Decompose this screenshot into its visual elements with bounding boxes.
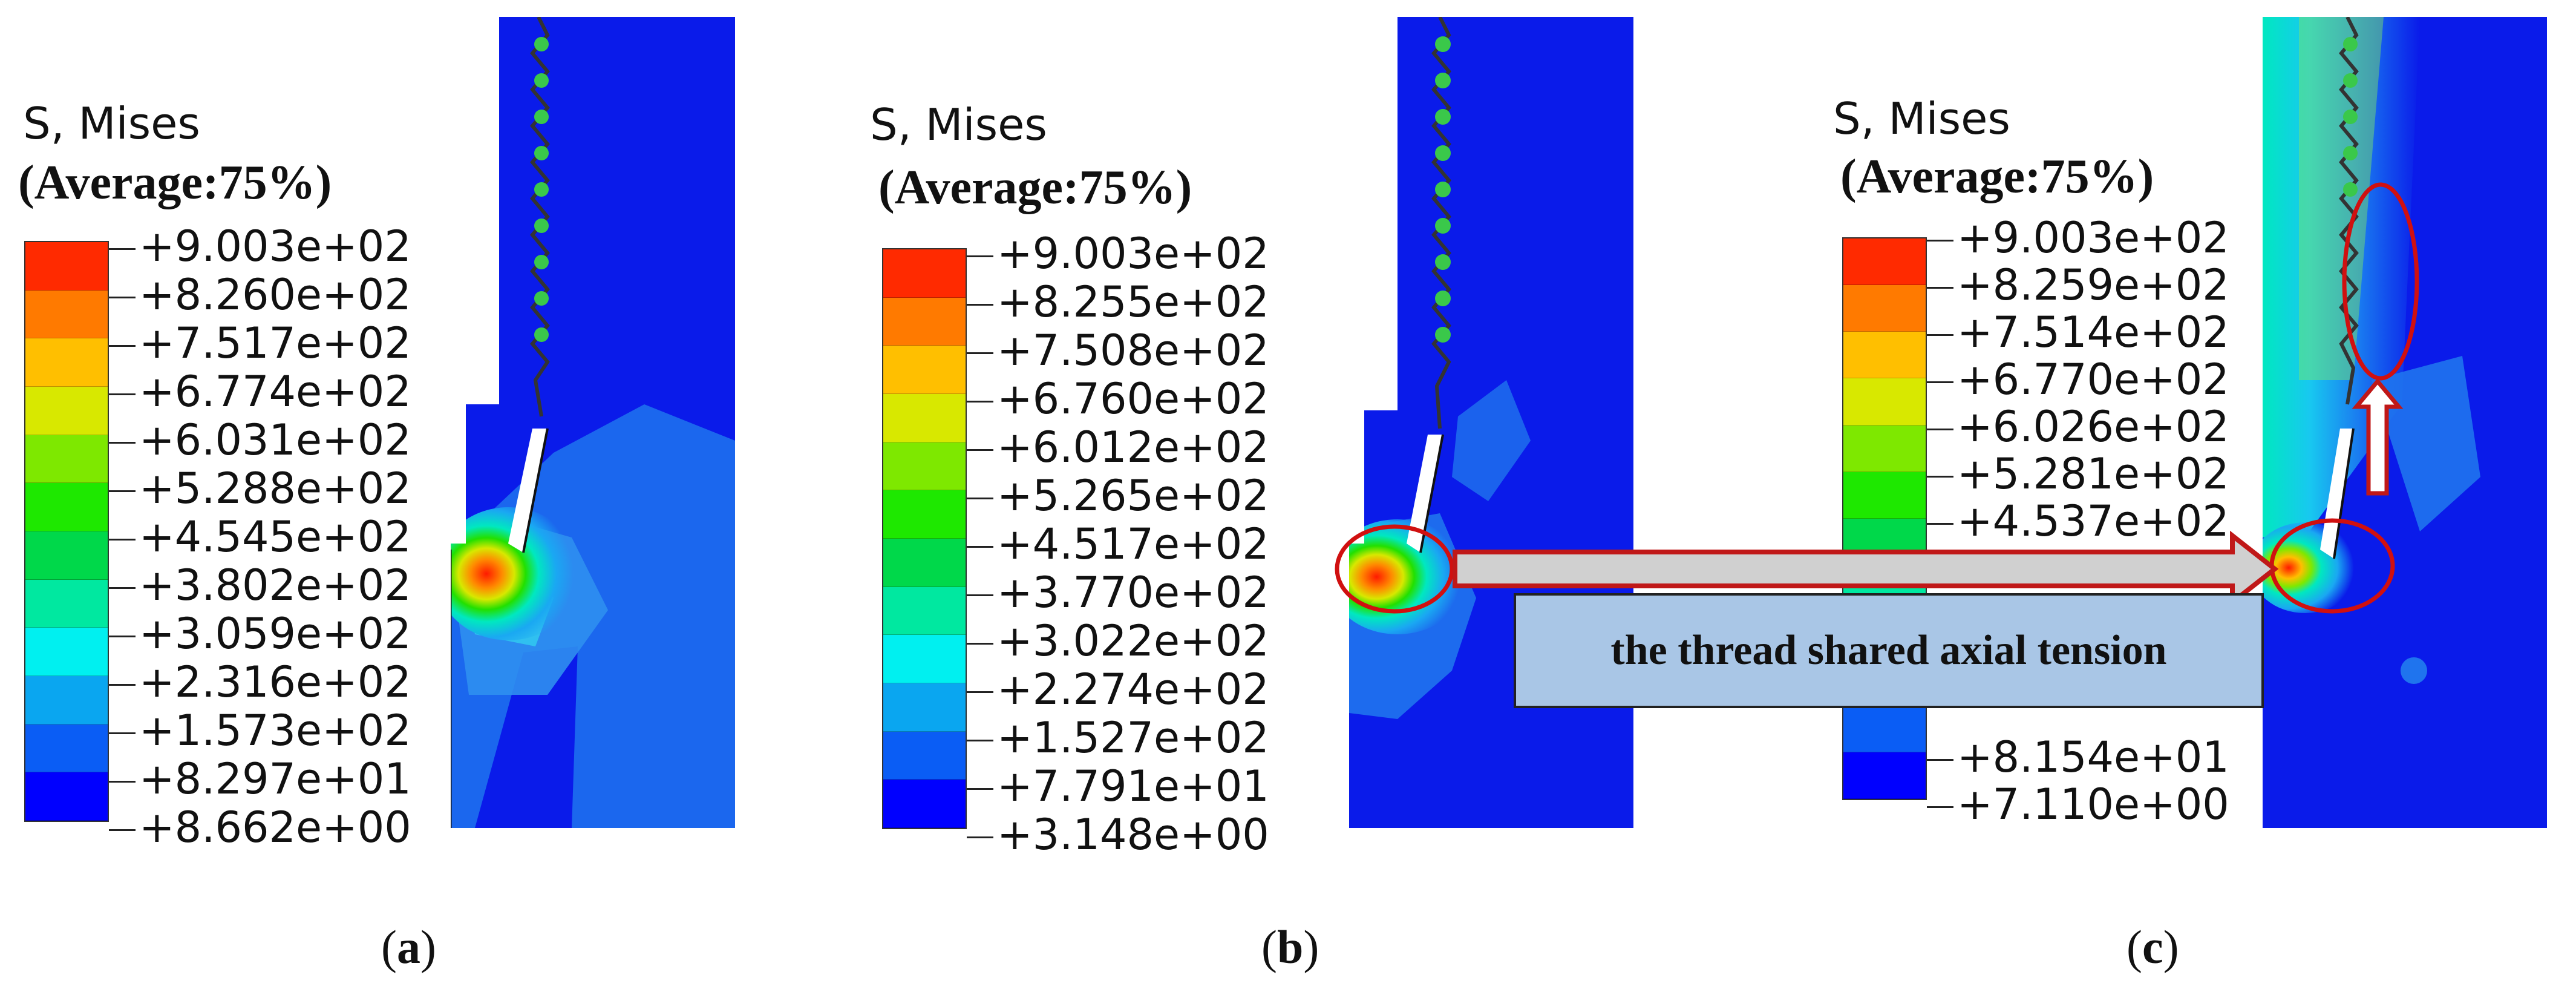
color-scale-segment xyxy=(1843,332,1926,379)
color-scale-segment xyxy=(25,531,108,580)
legend-title: S, Mises xyxy=(23,98,200,149)
legend-tick: +8.662e+00 xyxy=(109,806,411,849)
legend-tick: +3.770e+02 xyxy=(967,571,1269,614)
legend-tick: +3.802e+02 xyxy=(109,564,411,606)
panel-caption: (c) xyxy=(2127,921,2179,973)
legend-tick: +9.003e+02 xyxy=(967,232,1269,275)
color-scale-segment xyxy=(883,490,966,539)
color-scale-segment xyxy=(1843,238,1926,286)
legend-tick: +7.508e+02 xyxy=(967,329,1269,372)
legend-tick: +7.514e+02 xyxy=(1927,311,2229,353)
panel-c: S, Mises (Average:75%) +9.003e+02 +8.259… xyxy=(1694,0,2576,989)
color-scale-segment xyxy=(25,483,108,531)
color-scale-segment xyxy=(25,772,108,821)
legend-tick: +8.154e+01 xyxy=(1927,736,2229,778)
up-arrow xyxy=(2352,378,2404,496)
color-scale-segment xyxy=(25,290,108,339)
color-scale-segment xyxy=(883,780,966,828)
legend-tick: +7.517e+02 xyxy=(109,322,411,364)
color-scale-segment xyxy=(25,628,108,676)
legend-subtitle: (Average:75%) xyxy=(878,161,1192,214)
color-scale-segment xyxy=(25,579,108,628)
legend-tick: +8.260e+02 xyxy=(109,274,411,316)
color-scale-segment xyxy=(1843,425,1926,472)
color-scale-segment xyxy=(883,393,966,442)
panel-a: S, Mises (Average:75%) +9.003e+02 +8.260… xyxy=(0,0,835,989)
legend-tick: +2.274e+02 xyxy=(967,668,1269,711)
legend-tick: +1.527e+02 xyxy=(967,717,1269,759)
color-scale-segment xyxy=(25,242,108,291)
color-scale-segment xyxy=(25,675,108,724)
color-scale-segment xyxy=(883,731,966,780)
legend-tick: +6.774e+02 xyxy=(109,370,411,413)
legend-title: S, Mises xyxy=(870,99,1047,150)
legend-tick: +1.573e+02 xyxy=(109,709,411,752)
panel-caption: (a) xyxy=(381,921,436,973)
legend-tick: +6.012e+02 xyxy=(967,426,1269,468)
color-scale-segment xyxy=(883,635,966,683)
legend-tick: +5.288e+02 xyxy=(109,467,411,510)
legend-tick: +2.316e+02 xyxy=(109,661,411,703)
legend-title: S, Mises xyxy=(1833,93,2010,144)
color-scale-segment xyxy=(883,346,966,394)
color-scale-segment xyxy=(25,386,108,435)
color-scale-segment xyxy=(883,683,966,732)
legend-tick: +5.265e+02 xyxy=(967,475,1269,517)
legend-tick: +7.110e+00 xyxy=(1927,783,2229,826)
highlight-ellipse-c-thread xyxy=(2342,182,2419,381)
legend-tick: +8.297e+01 xyxy=(109,758,411,800)
color-scale-segment xyxy=(1843,285,1926,332)
color-scale-segment xyxy=(25,338,108,387)
legend-tick: +6.026e+02 xyxy=(1927,406,2229,448)
legend-tick: +4.537e+02 xyxy=(1927,500,2229,542)
highlight-ellipse-b xyxy=(1335,524,1454,614)
legend-tick: +6.760e+02 xyxy=(967,378,1269,420)
highlight-ellipse-c-root xyxy=(2269,518,2395,614)
legend-tick: +9.003e+02 xyxy=(1927,217,2229,259)
legend-tick: +8.259e+02 xyxy=(1927,264,2229,306)
color-scale-segment xyxy=(1843,378,1926,426)
legend-tick: +6.031e+02 xyxy=(109,419,411,461)
legend-subtitle: (Average:75%) xyxy=(1840,150,2154,203)
color-scale-segment xyxy=(25,724,108,773)
legend-tick: +6.770e+02 xyxy=(1927,358,2229,401)
color-scale-bar xyxy=(24,241,109,822)
color-scale-segment xyxy=(25,435,108,484)
legend-tick: +3.022e+02 xyxy=(967,620,1269,662)
annotation-label: the thread shared axial tension xyxy=(1514,593,2264,708)
legend-tick: +9.003e+02 xyxy=(109,225,411,268)
panel-caption: (b) xyxy=(1261,921,1319,973)
color-scale-segment xyxy=(883,586,966,636)
color-scale-segment xyxy=(883,249,966,298)
legend-tick: +8.255e+02 xyxy=(967,281,1269,323)
color-scale-bar xyxy=(882,248,967,829)
color-scale-segment xyxy=(883,538,966,587)
legend-tick: +3.059e+02 xyxy=(109,613,411,655)
color-scale-segment xyxy=(1843,752,1926,799)
color-scale-segment xyxy=(883,442,966,491)
legend-tick: +4.517e+02 xyxy=(967,523,1269,565)
color-scale-segment xyxy=(1843,472,1926,519)
legend-tick: +5.281e+02 xyxy=(1927,453,2229,495)
right-arrow xyxy=(1453,530,2279,608)
legend-tick: +4.545e+02 xyxy=(109,516,411,558)
legend-subtitle: (Average:75%) xyxy=(18,156,332,209)
legend-tick: +7.791e+01 xyxy=(967,765,1269,807)
stress-contour-model xyxy=(451,17,735,828)
color-scale-segment xyxy=(883,297,966,346)
legend-tick: +3.148e+00 xyxy=(967,813,1269,856)
color-scale-segment xyxy=(1843,705,1926,752)
